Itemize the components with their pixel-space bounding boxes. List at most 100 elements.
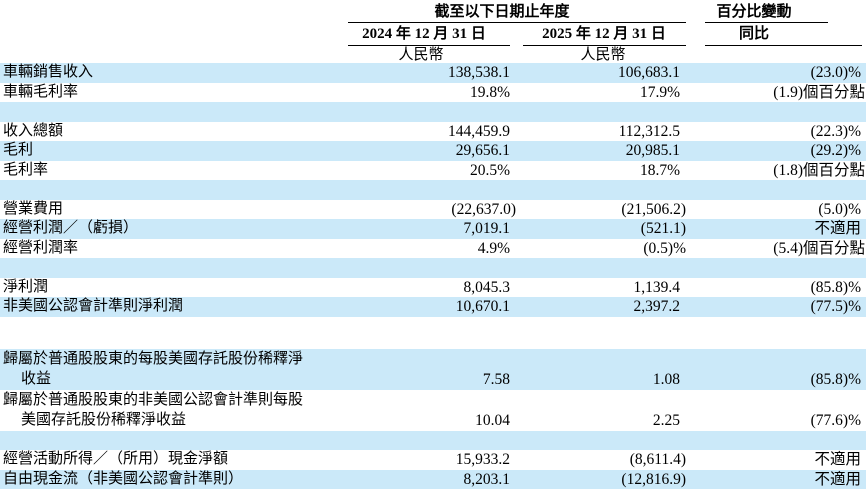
row-label-line1: 營業費用 xyxy=(3,200,64,217)
row-label: 歸屬於普通股股東的非美國公認會計準則每股美國存託股份稀釋淨收益 xyxy=(3,390,303,431)
value-2025: 18.7% xyxy=(639,161,680,179)
value-2025: (0.5)% xyxy=(643,239,686,257)
row-label: 營業費用 xyxy=(3,200,63,220)
row-label-line1: 經營利潤率 xyxy=(3,239,79,256)
table-row: 歸屬於普通股股東的每股美國存託股份稀釋淨 收益 7.58 1.08 (85.8)% xyxy=(0,348,866,390)
rule-column-2025 xyxy=(523,45,686,46)
value-2025: 2.25 xyxy=(652,412,680,429)
row-label: 非美國公認會計準則淨利潤 xyxy=(3,297,183,317)
value-2024: 15,933.2 xyxy=(455,451,510,468)
value-yoy-change: (77.6)% xyxy=(810,412,861,429)
value-2024: (22,637.0) xyxy=(451,200,516,218)
value-2024: 4.9% xyxy=(477,239,510,257)
table-row: 毛利率 20.5% 18.7% (1.8)個百分點 xyxy=(0,161,866,181)
change-group-header: 百分比變動 xyxy=(716,4,792,20)
table-row: 自由現金流（非美國公認會計準則） 8,203.1 (12,816.9) 不適用 xyxy=(0,469,866,490)
row-label: 淨利潤 xyxy=(3,278,48,298)
row-label-line1: 經營利潤／（虧損） xyxy=(3,220,139,236)
value-yoy-change: 不適用 xyxy=(814,470,861,488)
rule-period-group xyxy=(348,22,686,23)
value-2025: (521.1) xyxy=(640,220,686,237)
value-2025: 20,985.1 xyxy=(625,142,680,159)
value-yoy-change: (1.9)個百分點 xyxy=(773,83,865,101)
value-2024: 144,459.9 xyxy=(448,122,510,140)
value-2024: 20.5% xyxy=(469,161,510,179)
value-yoy-change: (5.0)% xyxy=(818,200,861,218)
row-label: 收入總額 xyxy=(3,122,63,142)
spacer-row xyxy=(0,258,866,278)
value-yoy-change: (77.5)% xyxy=(810,298,861,315)
value-yoy-change: (85.8)% xyxy=(810,371,861,388)
currency-label-2024: 人民幣 xyxy=(398,47,444,63)
row-label-line1: 歸屬於普通股股東的非美國公認會計準則每股 xyxy=(3,391,304,408)
table-row: 營業費用 (22,637.0) (21,506.2) (5.0)% xyxy=(0,200,866,220)
row-label-line1: 歸屬於普通股股東的每股美國存託股份稀釋淨 xyxy=(3,350,304,367)
row-label: 車輛毛利率 xyxy=(3,83,78,103)
table-row: 車輛毛利率 19.8% 17.9% (1.9)個百分點 xyxy=(0,83,866,103)
row-label-line1: 毛利 xyxy=(3,142,34,158)
table-body: 車輛銷售收入 138,538.1 106,683.1 (23.0)% 車輛毛利率 19.8… xyxy=(0,63,866,489)
value-yoy-change: 不適用 xyxy=(814,220,861,237)
column-header-2025: 2025 年 12 月 31 日 xyxy=(542,26,666,42)
value-2025: 17.9% xyxy=(639,83,680,101)
row-label: 經營利潤率 xyxy=(3,239,78,259)
value-2025: 1,139.4 xyxy=(633,278,681,296)
table-row: 收入總額 144,459.9 112,312.5 (22.3)% xyxy=(0,122,866,142)
row-label-line1: 車輛毛利率 xyxy=(3,83,79,100)
value-yoy-change: (29.2)% xyxy=(810,142,861,159)
value-2025: (21,506.2) xyxy=(621,200,686,218)
table-row: 車輛銷售收入 138,538.1 106,683.1 (23.0)% xyxy=(0,63,866,83)
value-2024: 29,656.1 xyxy=(455,142,510,159)
rule-change-group xyxy=(705,22,828,23)
value-yoy-change: (85.8)% xyxy=(810,278,861,296)
row-label-line1: 收入總額 xyxy=(3,122,64,139)
row-label: 歸屬於普通股股東的每股美國存託股份稀釋淨收益 xyxy=(3,349,303,390)
row-label: 自由現金流（非美國公認會計準則） xyxy=(3,470,243,490)
row-label-line1: 淨利潤 xyxy=(3,278,49,295)
row-label: 車輛銷售收入 xyxy=(3,63,93,83)
row-label: 經營活動所得／（所用）現金淨額 xyxy=(3,450,228,470)
value-2025: (8,611.4) xyxy=(629,451,686,468)
value-yoy-change: (22.3)% xyxy=(810,122,861,140)
spacer-row xyxy=(0,102,866,122)
spacer-row xyxy=(0,430,866,450)
rule-column-2024 xyxy=(348,45,510,46)
period-group-header: 截至以下日期止年度 xyxy=(434,4,570,20)
value-2024: 7,019.1 xyxy=(463,220,511,237)
table-row: 毛利 29,656.1 20,985.1 (29.2)% xyxy=(0,141,866,161)
table-row: 經營利潤率 4.9% (0.5)% (5.4)個百分點 xyxy=(0,239,866,259)
row-label-line1: 毛利率 xyxy=(3,161,49,178)
row-label-line2: 美國存託股份稀釋淨收益 xyxy=(21,412,187,428)
row-label: 毛利 xyxy=(3,141,33,161)
rule-column-yoy xyxy=(705,45,862,46)
value-yoy-change: (23.0)% xyxy=(810,64,861,81)
value-2024: 10.04 xyxy=(475,412,510,429)
row-label: 毛利率 xyxy=(3,161,48,181)
value-2024: 19.8% xyxy=(469,83,510,101)
value-2024: 8,203.1 xyxy=(463,470,511,488)
value-yoy-change: (5.4)個百分點 xyxy=(773,239,865,257)
column-header-2024: 2024 年 12 月 31 日 xyxy=(362,26,486,42)
value-2025: 112,312.5 xyxy=(618,122,680,140)
value-yoy-change: 不適用 xyxy=(814,451,861,468)
value-2024: 10,670.1 xyxy=(455,298,510,315)
value-2024: 8,045.3 xyxy=(463,278,511,296)
value-2025: 1.08 xyxy=(652,371,680,388)
row-label-line1: 非美國公認會計準則淨利潤 xyxy=(3,298,184,314)
value-2025: 2,397.2 xyxy=(633,298,681,315)
row-label-line1: 車輛銷售收入 xyxy=(3,64,94,80)
spacer-row xyxy=(0,317,866,349)
table-row: 經營利潤／（虧損） 7,019.1 (521.1) 不適用 xyxy=(0,219,866,239)
spacer-row xyxy=(0,180,866,200)
column-header-yoy: 同比 xyxy=(738,26,769,42)
table-row: 淨利潤 8,045.3 1,139.4 (85.8)% xyxy=(0,278,866,298)
table-row: 經營活動所得／（所用）現金淨額 15,933.2 (8,611.4) 不適用 xyxy=(0,450,866,470)
value-2025: (12,816.9) xyxy=(621,470,686,488)
value-yoy-change: (1.8)個百分點 xyxy=(773,161,865,179)
currency-label-2025: 人民幣 xyxy=(580,47,626,63)
row-label-line1: 自由現金流（非美國公認會計準則） xyxy=(3,470,244,487)
row-label-line1: 經營活動所得／（所用）現金淨額 xyxy=(3,451,229,467)
row-label: 經營利潤／（虧損） xyxy=(3,219,138,239)
row-label-line2: 收益 xyxy=(21,371,52,387)
